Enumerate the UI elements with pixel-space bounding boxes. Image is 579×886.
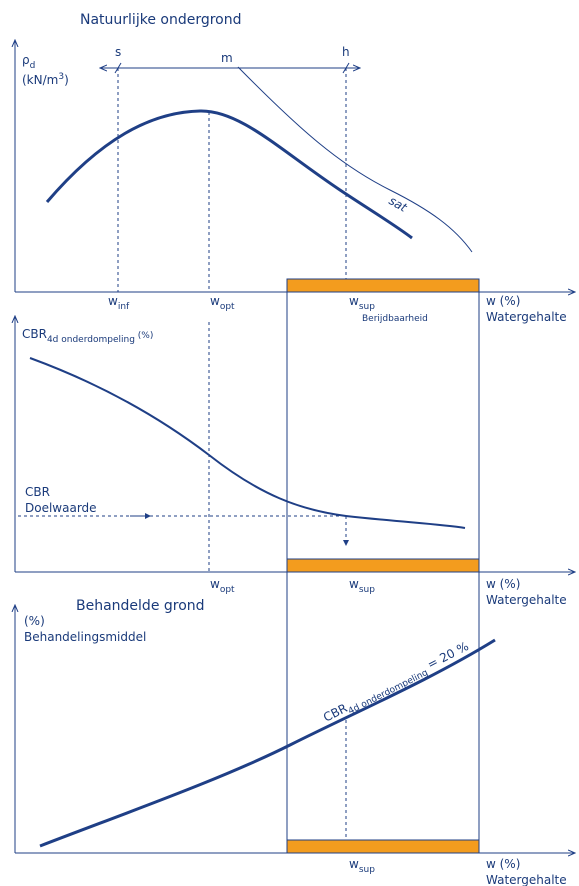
saturation-line (237, 66, 473, 253)
panel3-y-label: Behandelingsmiddel (24, 630, 146, 644)
band-top (286, 278, 480, 293)
label-sat: sat (387, 193, 411, 215)
panel3-x-label2: Watergehalte (486, 873, 567, 886)
panel2-x-label: w (%) (486, 577, 520, 591)
label-doelwaarde: Doelwaarde (25, 501, 97, 515)
treatment-curve (39, 638, 496, 848)
panel1-w-inf: winf (108, 294, 130, 312)
panel2-w-opt: wopt (210, 577, 235, 595)
panel2-x-label2: Watergehalte (486, 593, 567, 607)
panel1-y-label: ρd (22, 53, 35, 71)
panel1-w-sup: wsup (349, 294, 375, 312)
panel1-w-opt: wopt (210, 294, 235, 312)
cbr-curve (29, 357, 466, 529)
panel1-x-label: w (%) (486, 294, 520, 308)
band-bottom (286, 839, 480, 854)
panel1-y-unit: (kN/m3) (22, 72, 69, 87)
panel1-title: Natuurlijke ondergrond (80, 12, 242, 28)
panel3-title: Behandelde grond (76, 598, 205, 614)
panel2-w-sup: wsup (349, 577, 375, 595)
panel3-x-label: w (%) (486, 857, 520, 871)
density-curve (45, 109, 413, 240)
label-h: h (342, 45, 350, 59)
label-s: s (115, 45, 121, 59)
band-mid (286, 558, 480, 573)
label-berijdbaarheid: Berijdbaarheid (362, 314, 428, 324)
treatment-curve-label: CBR4d onderdompeling = 20 % (321, 639, 473, 728)
panel1-x-label2: Watergehalte (486, 310, 567, 324)
label-cbr: CBR (25, 485, 50, 499)
panel3-y-unit: (%) (24, 614, 45, 628)
label-m: m (221, 51, 233, 65)
panel2-y-label: CBR4d onderdompeling (%) (22, 327, 153, 345)
panel3-w-sup: wsup (349, 857, 375, 875)
